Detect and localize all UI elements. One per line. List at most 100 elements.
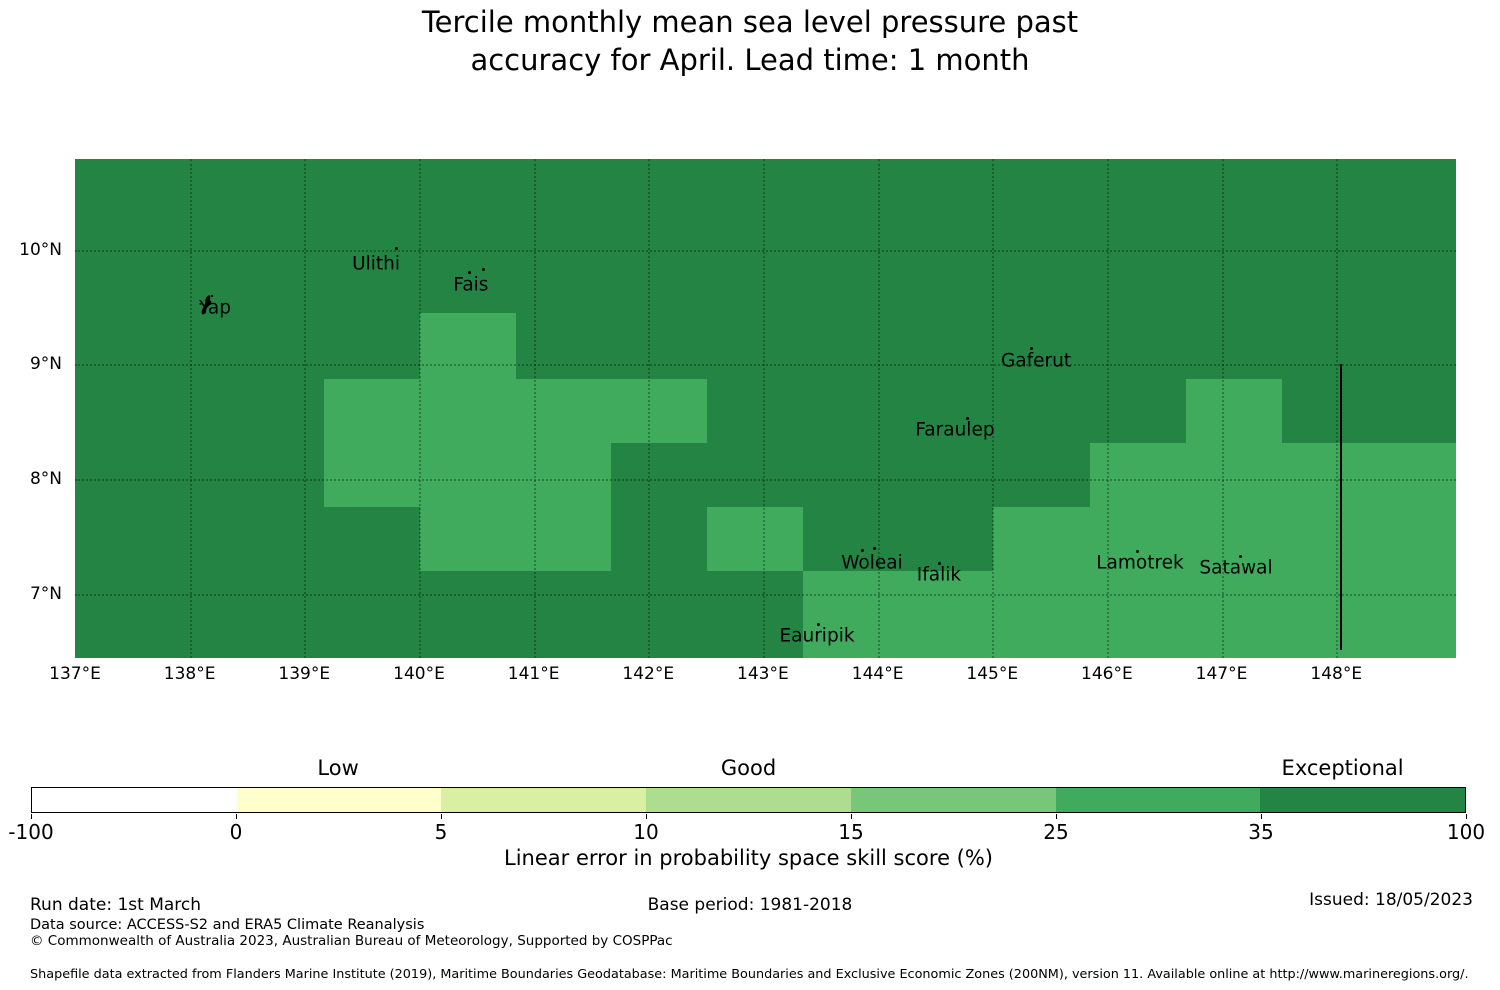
map-gridline-horizontal bbox=[75, 479, 1456, 481]
map-gridline-vertical bbox=[877, 159, 880, 658]
shapefile-note-text: Shapefile data extracted from Flanders M… bbox=[30, 967, 1469, 982]
map-gridline-horizontal bbox=[75, 250, 1456, 253]
x-tick-label: 138°E bbox=[163, 664, 216, 684]
skill-region-25-35 bbox=[323, 442, 420, 507]
y-tick-label: 9°N bbox=[29, 353, 62, 374]
colorbar-tick-mark bbox=[1261, 814, 1262, 819]
skill-region-25-35 bbox=[992, 507, 1456, 572]
skill-region-25-35 bbox=[1186, 379, 1282, 444]
island-label-ifalik: Ifalik bbox=[916, 564, 962, 586]
island-label-fais: Fais bbox=[453, 274, 489, 296]
colorbar-segment bbox=[32, 788, 237, 812]
island-marker-dot bbox=[860, 548, 864, 552]
colorbar-tick-mark bbox=[1466, 814, 1467, 819]
data-source-text: Data source: ACCESS-S2 and ERA5 Climate … bbox=[30, 917, 425, 933]
chart-title: Tercile monthly mean sea level pressure … bbox=[0, 3, 1500, 79]
x-tick-label: 147°E bbox=[1195, 664, 1248, 684]
colorbar-tick-label: 0 bbox=[229, 820, 243, 844]
colorbar-tick-mark bbox=[1056, 814, 1057, 819]
island-marker-dot bbox=[1239, 554, 1242, 558]
map-gridline-horizontal bbox=[75, 593, 1456, 596]
colorbar-axis-label: Linear error in probability space skill … bbox=[504, 846, 993, 870]
island-marker-dot bbox=[481, 267, 485, 271]
maritime-boundary-line bbox=[1339, 363, 1342, 650]
colorbar-segment bbox=[1260, 788, 1466, 812]
copyright-text: © Commonwealth of Australia 2023, Austra… bbox=[30, 933, 673, 949]
island-marker-dot bbox=[937, 562, 941, 566]
skill-region-25-35 bbox=[419, 442, 611, 571]
map-gridline-vertical bbox=[992, 159, 995, 658]
island-marker-dot bbox=[467, 270, 471, 274]
colorbar-segment bbox=[441, 788, 647, 812]
map-gridline-vertical bbox=[1221, 159, 1224, 658]
map-gridline-vertical bbox=[1336, 159, 1339, 658]
island-marker-dot bbox=[1136, 549, 1140, 553]
colorbar-tick-mark bbox=[31, 814, 32, 819]
y-tick-label: 7°N bbox=[29, 583, 62, 604]
map-plot-area: Yap Ulithi Fais Gaferut Faraulep Woleai Ifalik… bbox=[75, 159, 1456, 658]
map-gridline-vertical bbox=[1106, 159, 1109, 658]
x-tick-label: 143°E bbox=[737, 664, 789, 684]
x-tick-label: 137°E bbox=[49, 664, 101, 684]
island-marker-dot bbox=[965, 417, 969, 420]
colorbar-segment bbox=[236, 788, 442, 812]
y-tick-label: 10°N bbox=[19, 240, 62, 261]
colorbar-segment bbox=[850, 788, 1056, 812]
colorbar-tick-label: -100 bbox=[8, 820, 54, 844]
map-gridline-vertical bbox=[189, 159, 192, 658]
colorbar-category-label-low: Low bbox=[317, 756, 359, 780]
island-label-gaferut: Gaferut bbox=[1000, 350, 1072, 372]
island-label-lamotrek: Lamotrek bbox=[1096, 552, 1184, 574]
x-tick-label: 145°E bbox=[966, 664, 1019, 684]
skill-region-25-35 bbox=[323, 379, 707, 444]
colorbar-tick-label: 100 bbox=[1446, 820, 1486, 844]
skill-region-25-35 bbox=[803, 571, 1456, 658]
colorbar-tick-label: 5 bbox=[434, 820, 448, 844]
x-axis-tick-labels: 137°E 138°E 139°E 140°E 141°E 142°E 143°E 144°E… bbox=[49, 664, 1456, 688]
colorbar-tick-label: 10 bbox=[633, 820, 659, 844]
island-label-eauripik: Eauripik bbox=[779, 625, 855, 647]
run-date-text: Run date: 1st March bbox=[30, 895, 202, 915]
x-tick-label: 140°E bbox=[393, 664, 445, 684]
skill-region-25-35 bbox=[706, 507, 803, 572]
x-tick-label: 144°E bbox=[851, 664, 904, 684]
colorbar-category-label-good: Good bbox=[720, 756, 777, 780]
island-outline-yap bbox=[197, 292, 217, 322]
island-label-ulithi: Ulithi bbox=[352, 253, 401, 275]
colorbar: Linear error in probability space skill … bbox=[8, 756, 1485, 877]
map-gridline-vertical bbox=[648, 159, 651, 658]
colorbar-tick-mark bbox=[851, 814, 852, 819]
issued-date-text: Issued: 18/05/2023 bbox=[1309, 890, 1473, 910]
map-gridline-vertical bbox=[533, 159, 536, 658]
island-label-faraulep: Faraulep bbox=[915, 419, 995, 441]
island-label-satawal: Satawal bbox=[1199, 557, 1273, 579]
colorbar-tick-label: 15 bbox=[838, 820, 864, 844]
x-tick-label: 146°E bbox=[1081, 664, 1133, 684]
colorbar-tick-label: 35 bbox=[1248, 820, 1274, 844]
x-tick-label: 141°E bbox=[507, 664, 560, 684]
x-tick-label: 148°E bbox=[1310, 664, 1363, 684]
chart-title-line1: Tercile monthly mean sea level pressure … bbox=[421, 5, 1079, 39]
skill-region-25-35 bbox=[419, 312, 516, 379]
chart-title-line2: accuracy for April. Lead time: 1 month bbox=[470, 43, 1030, 77]
colorbar-bar bbox=[31, 787, 1466, 813]
x-tick-label: 139°E bbox=[278, 664, 331, 684]
island-marker-dot bbox=[872, 546, 876, 550]
y-tick-label: 8°N bbox=[29, 469, 62, 489]
colorbar-tick-mark bbox=[441, 814, 442, 819]
colorbar-segment bbox=[1055, 788, 1261, 812]
island-label-woleai: Woleai bbox=[841, 552, 903, 574]
map-gridline-vertical bbox=[419, 159, 421, 658]
island-marker-dot bbox=[395, 246, 399, 250]
colorbar-tick-mark bbox=[646, 814, 647, 819]
colorbar-category-label-exceptional: Exceptional bbox=[1281, 756, 1404, 780]
map-gridline-vertical bbox=[762, 159, 765, 658]
island-marker-dot bbox=[817, 622, 820, 626]
x-tick-label: 142°E bbox=[622, 664, 675, 684]
colorbar-segment bbox=[646, 788, 851, 812]
y-axis-tick-labels: 10°N 9°N 8°N 7°N bbox=[0, 159, 62, 658]
skill-region-25-35 bbox=[1090, 442, 1456, 507]
colorbar-tick-label: 25 bbox=[1043, 820, 1069, 844]
colorbar-tick-mark bbox=[236, 814, 237, 819]
